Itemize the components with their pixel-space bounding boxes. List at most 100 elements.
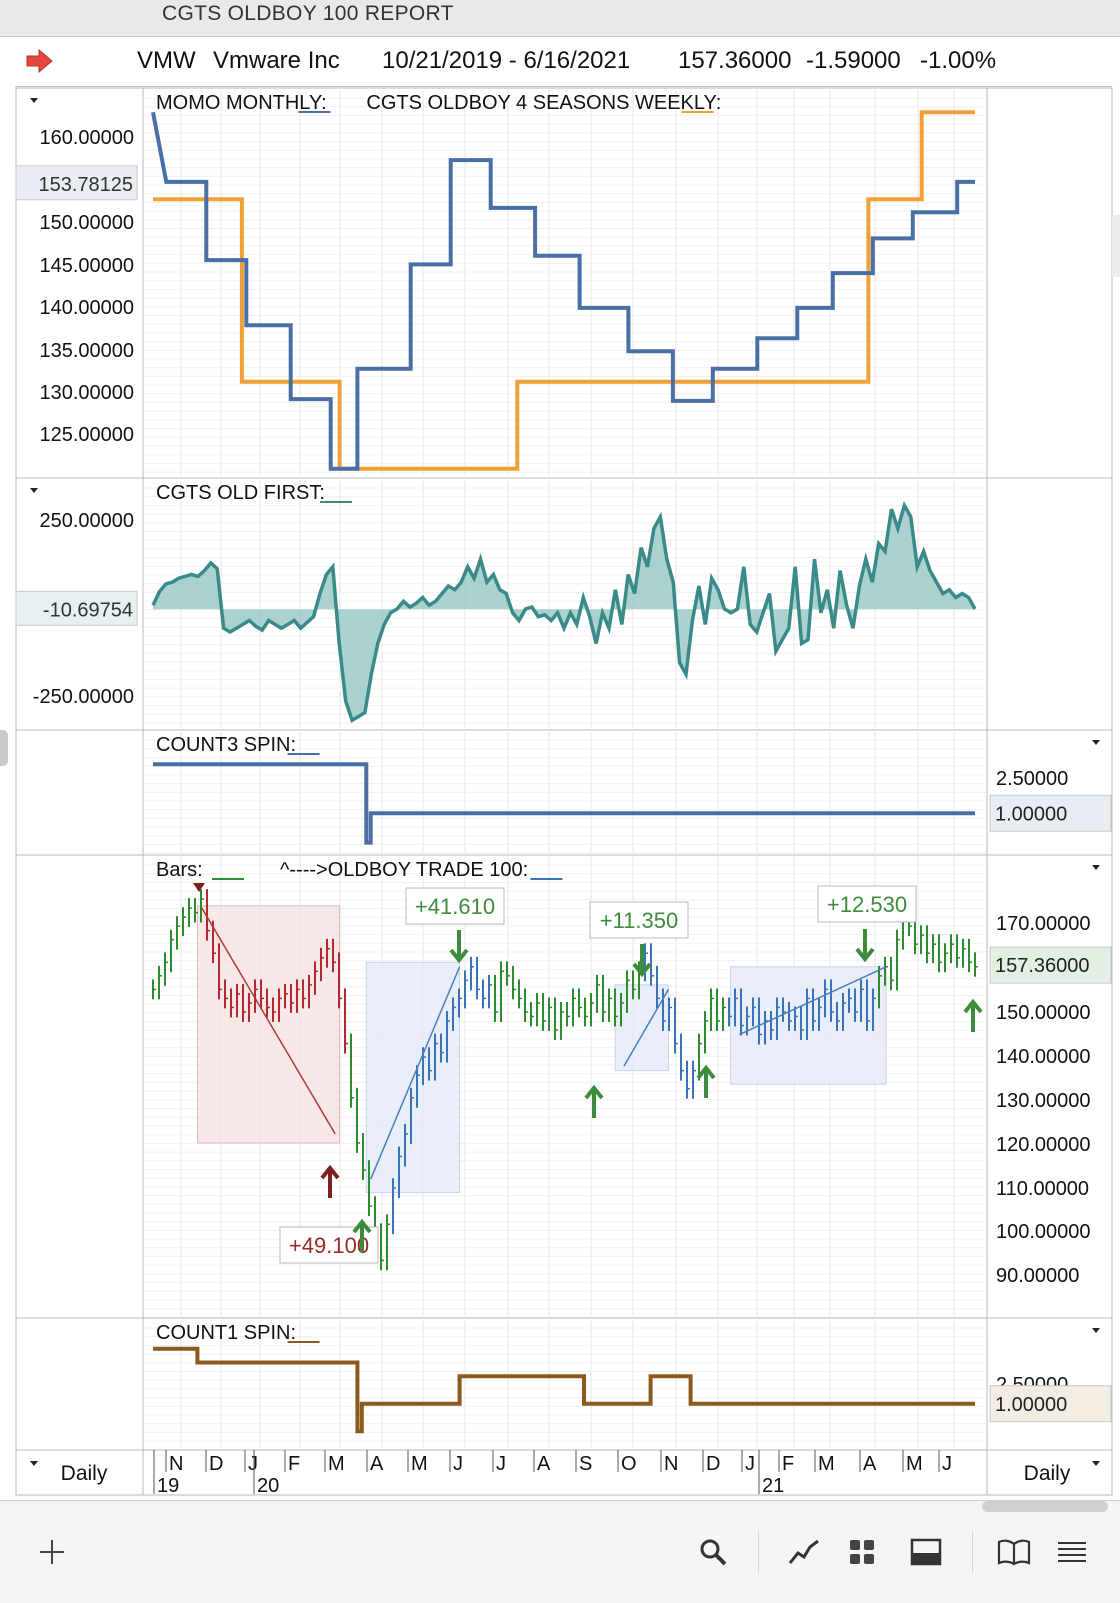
trade-line xyxy=(623,988,670,1067)
quote-range: 10/21/2019 - 6/16/2021 xyxy=(382,47,631,74)
period-dropdown-icon xyxy=(30,1461,38,1466)
series-old-first xyxy=(151,500,977,723)
bottom-toolbar xyxy=(0,1500,1120,1603)
panel-dropdown-icon xyxy=(1092,740,1100,745)
y-tick-label: 140.00000 xyxy=(996,1046,1091,1068)
horizontal-scrollbar[interactable] xyxy=(982,1501,1108,1512)
trade-zone-short xyxy=(196,905,341,1144)
x-tick-label: M xyxy=(328,1453,345,1475)
trade-label-box xyxy=(589,901,689,939)
y-tick-label: 90.00000 xyxy=(996,1265,1079,1287)
x-tick-label: J xyxy=(248,1453,258,1475)
series-count3-spin xyxy=(153,762,975,845)
book-icon[interactable] xyxy=(992,1530,1036,1574)
trade-zone-long xyxy=(614,984,669,1072)
x-tick-label: A xyxy=(537,1453,551,1475)
y-tick-label: 160.00000 xyxy=(39,127,134,149)
trade-label-box xyxy=(405,887,505,925)
sell-arrow-icon xyxy=(632,944,652,978)
plus-icon[interactable] xyxy=(30,1530,74,1574)
period-dropdown-icon xyxy=(1092,1461,1100,1466)
left-edge-handle[interactable] xyxy=(0,730,8,766)
legend-label: ^---->OLDBOY TRADE 100: xyxy=(280,859,528,881)
quote-name: Vmware Inc xyxy=(213,47,340,74)
x-tick-label: A xyxy=(370,1453,384,1475)
trade-label: +11.350 xyxy=(600,908,679,933)
last-value-badge xyxy=(989,1385,1112,1423)
series-momo-monthly xyxy=(151,111,975,471)
quote-price: 157.36000 xyxy=(678,47,792,74)
last-value-label: -10.69754 xyxy=(43,599,133,621)
last-value-label: 157.36000 xyxy=(995,955,1090,977)
panel-icon[interactable] xyxy=(904,1530,948,1574)
panel-momo xyxy=(15,87,1113,479)
y-tick-label: 130.00000 xyxy=(996,1090,1091,1112)
last-value-badge xyxy=(15,590,138,626)
search-icon[interactable] xyxy=(691,1530,735,1574)
sell-arrow-icon xyxy=(449,930,469,964)
panel-dropdown-icon xyxy=(30,98,38,103)
window-title: CGTS OLDBOY 100 REPORT xyxy=(162,2,454,25)
y-tick-label: 250.00000 xyxy=(39,510,134,532)
x-tick-label: J xyxy=(745,1453,755,1475)
panel-count1 xyxy=(15,1317,1113,1451)
panel-dropdown-icon xyxy=(1092,865,1100,870)
panel-price xyxy=(15,854,1113,1319)
y-tick-label: 120.00000 xyxy=(996,1134,1091,1156)
x-year-label: 21 xyxy=(762,1475,784,1497)
x-year-label: 19 xyxy=(157,1475,179,1497)
y-tick-label: 125.00000 xyxy=(39,424,134,446)
legend-label: CGTS OLDBOY 4 SEASONS WEEKLY: xyxy=(366,92,721,114)
toolbar-separator xyxy=(972,1531,973,1573)
x-tick-label: N xyxy=(664,1453,678,1475)
red-arrow-icon[interactable] xyxy=(25,49,55,73)
legend-label: MOMO MONTHLY: xyxy=(156,92,327,114)
quote-symbol: VMW xyxy=(137,47,196,74)
x-tick-label: S xyxy=(579,1453,592,1475)
y-tick-label: 2.50000 xyxy=(996,768,1068,790)
buy-arrow-icon xyxy=(320,1164,340,1198)
y-tick-label: 135.00000 xyxy=(39,340,134,362)
buy-arrow-icon xyxy=(584,1084,604,1118)
panel-dropdown-icon xyxy=(1092,1328,1100,1333)
series-old-first-area xyxy=(153,505,975,721)
y-tick-label: 140.00000 xyxy=(39,297,134,319)
x-tick-label: M xyxy=(818,1453,835,1475)
legend-label: Bars: xyxy=(156,859,203,881)
x-tick-label: J xyxy=(942,1453,952,1475)
y-tick-label: -250.00000 xyxy=(33,686,134,708)
x-tick-label: J xyxy=(453,1453,463,1475)
x-tick-label: D xyxy=(706,1453,720,1475)
period-selector-left: Daily xyxy=(61,1462,108,1485)
trade-label: +41.610 xyxy=(415,894,495,919)
x-tick-label: O xyxy=(621,1453,637,1475)
trade-line xyxy=(370,966,461,1180)
x-tick-label: M xyxy=(906,1453,923,1475)
last-value-label: 153.78125 xyxy=(38,174,133,196)
chart-area[interactable]: MOMO MONTHLY: CGTS OLDBOY 4 SEASONS WEEKL… xyxy=(0,0,1120,1500)
series-count1-spin xyxy=(153,1346,975,1434)
toolbar-separator xyxy=(758,1531,759,1573)
y-tick-label: 145.00000 xyxy=(39,255,134,277)
line-chart-icon[interactable] xyxy=(782,1530,826,1574)
panel-dropdown-icon xyxy=(30,488,38,493)
last-value-badge xyxy=(989,794,1112,832)
menu-icon[interactable] xyxy=(1050,1530,1094,1574)
x-axis-bar xyxy=(15,1449,1113,1496)
buy-arrow-icon xyxy=(696,1064,716,1098)
sell-arrow-icon xyxy=(855,929,875,963)
last-value-badge xyxy=(15,165,138,201)
trade-label: +12.530 xyxy=(827,892,907,917)
series-seasons-weekly xyxy=(153,110,975,471)
y-tick-label: 110.00000 xyxy=(996,1178,1089,1200)
x-tick-label: D xyxy=(209,1453,223,1475)
x-tick-label: N xyxy=(169,1453,183,1475)
x-tick-label: F xyxy=(782,1453,794,1475)
grid-icon[interactable] xyxy=(840,1530,884,1574)
x-tick-label: J xyxy=(496,1453,506,1475)
trade-line xyxy=(201,907,336,1135)
last-value-label: 1.00000 xyxy=(995,1394,1067,1416)
legend-label: COUNT1 SPIN: xyxy=(156,1322,296,1344)
signal-marker-icon xyxy=(193,883,205,892)
right-scroll-track[interactable] xyxy=(1112,215,1120,277)
